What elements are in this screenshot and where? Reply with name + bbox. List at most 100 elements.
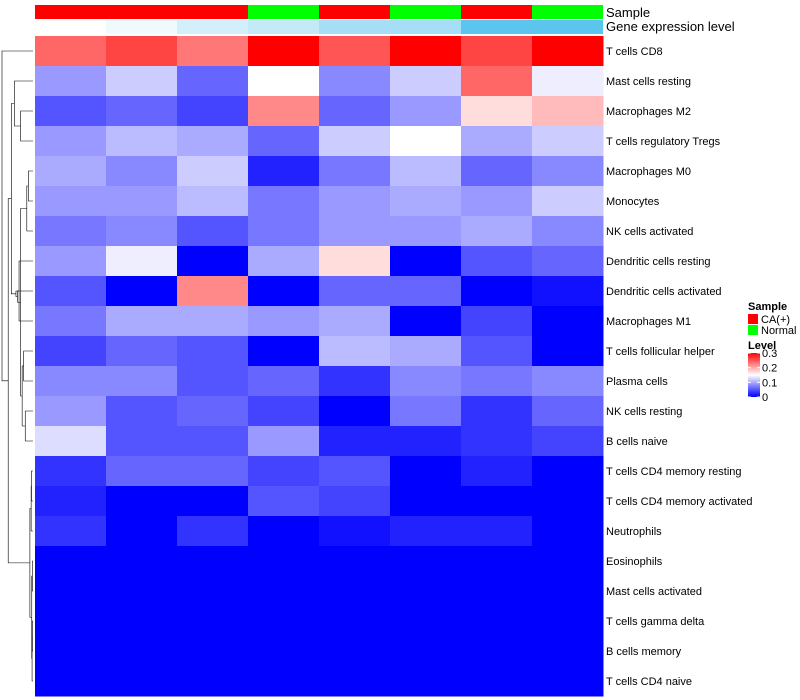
dendrogram-branch <box>15 290 33 297</box>
heatmap-cell <box>177 396 249 427</box>
sample-annotation-cell <box>390 5 461 19</box>
annotation-label-gene-expression: Gene expression level <box>606 19 735 34</box>
dendrogram-branch <box>23 350 33 382</box>
heatmap-cell <box>35 276 107 307</box>
row-label: T cells regulatory Tregs <box>606 136 721 148</box>
heatmap-cell <box>177 156 249 187</box>
heatmap-cell <box>390 306 462 337</box>
row-label: NK cells activated <box>606 226 693 238</box>
legend-swatch-ca <box>748 314 758 324</box>
heatmap-cell <box>390 246 462 277</box>
heatmap-cell <box>461 306 533 337</box>
heatmap-cell <box>390 336 462 367</box>
heatmap-cell <box>177 516 249 547</box>
heatmap-cell <box>106 396 178 427</box>
heatmap-cell <box>319 636 391 667</box>
heatmap-cell <box>248 366 320 397</box>
heatmap-cell <box>461 666 533 697</box>
dendrogram-branch <box>11 103 16 295</box>
heatmap-cell <box>177 306 249 337</box>
row-label: T cells CD8 <box>606 46 663 58</box>
heatmap-cell <box>461 456 533 487</box>
heatmap-cell <box>248 306 320 337</box>
heatmap-cell <box>35 186 107 217</box>
heatmap-cell <box>248 576 320 607</box>
heatmap-cell <box>177 336 249 367</box>
heatmap-cell <box>106 156 178 187</box>
heatmap-cell <box>177 426 249 457</box>
heatmap-cell <box>106 306 178 337</box>
row-label: Mast cells activated <box>606 586 702 598</box>
heatmap-cell <box>248 126 320 157</box>
sample-annotation-cell <box>461 5 532 19</box>
gene-expression-annotation-cell <box>177 20 248 34</box>
heatmap-cell <box>532 156 604 187</box>
dendrogram-branch <box>1 50 33 382</box>
heatmap-cell <box>177 456 249 487</box>
dendrogram-branch <box>32 620 33 652</box>
heatmap-cell <box>461 126 533 157</box>
dendrogram-branch <box>32 560 33 592</box>
heatmap-cell <box>319 336 391 367</box>
heatmap-cell <box>248 546 320 577</box>
heatmap-cell <box>248 276 320 307</box>
heatmap-cell <box>35 576 107 607</box>
heatmap-cell <box>248 396 320 427</box>
dendrogram-branch <box>31 470 33 502</box>
heatmap-cell <box>35 126 107 157</box>
heatmap-cell <box>532 186 604 217</box>
gene-expression-annotation-cell <box>35 20 106 34</box>
heatmap-cell <box>532 66 604 97</box>
row-label: NK cells resting <box>606 406 682 418</box>
heatmap-cell <box>461 546 533 577</box>
heatmap-cell <box>532 486 604 517</box>
gene-expression-annotation-cell <box>461 20 532 34</box>
heatmap-cell <box>319 36 391 67</box>
heatmap-cell <box>532 636 604 667</box>
heatmap-cell <box>248 66 320 97</box>
sample-annotation-cell <box>177 5 248 19</box>
heatmap-cell <box>390 66 462 97</box>
heatmap-cell <box>177 636 249 667</box>
row-label: Macrophages M0 <box>606 166 691 178</box>
row-dendrogram <box>1 50 33 682</box>
heatmap-cell <box>532 276 604 307</box>
heatmap-cell <box>248 336 320 367</box>
heatmap-cell <box>106 276 178 307</box>
row-label: Plasma cells <box>606 376 668 388</box>
sample-annotation-cell <box>35 5 106 19</box>
heatmap-cell <box>106 186 178 217</box>
heatmap-cell <box>35 216 107 247</box>
heatmap-cell <box>319 486 391 517</box>
row-label: Macrophages M2 <box>606 106 691 118</box>
heatmap-cell <box>461 36 533 67</box>
row-label: Macrophages M1 <box>606 316 691 328</box>
heatmap-cell <box>532 126 604 157</box>
heatmap-cell <box>319 66 391 97</box>
heatmap-cell <box>106 96 178 127</box>
heatmap-cell <box>390 636 462 667</box>
heatmap-cell <box>319 366 391 397</box>
heatmap-cell <box>248 606 320 637</box>
row-label: T cells gamma delta <box>606 616 705 628</box>
heatmap-cell <box>248 186 320 217</box>
heatmap-cell <box>319 426 391 457</box>
heatmap-cell <box>248 156 320 187</box>
dendrogram-branch <box>14 80 33 127</box>
heatmap-cell <box>248 36 320 67</box>
sample-annotation-cell <box>532 5 603 19</box>
heatmap-cell <box>106 366 178 397</box>
heatmap-cell <box>390 576 462 607</box>
heatmap-cell <box>461 516 533 547</box>
heatmap-cell <box>106 456 178 487</box>
heatmap-cell <box>177 576 249 607</box>
heatmap-cell <box>532 36 604 67</box>
heatmap-cell <box>319 306 391 337</box>
sample-annotation-cell <box>248 5 319 19</box>
heatmap-cell <box>461 366 533 397</box>
heatmap-cell <box>390 216 462 247</box>
heatmap-cell <box>248 426 320 457</box>
heatmap-cell <box>35 456 107 487</box>
heatmap-cell <box>532 666 604 697</box>
